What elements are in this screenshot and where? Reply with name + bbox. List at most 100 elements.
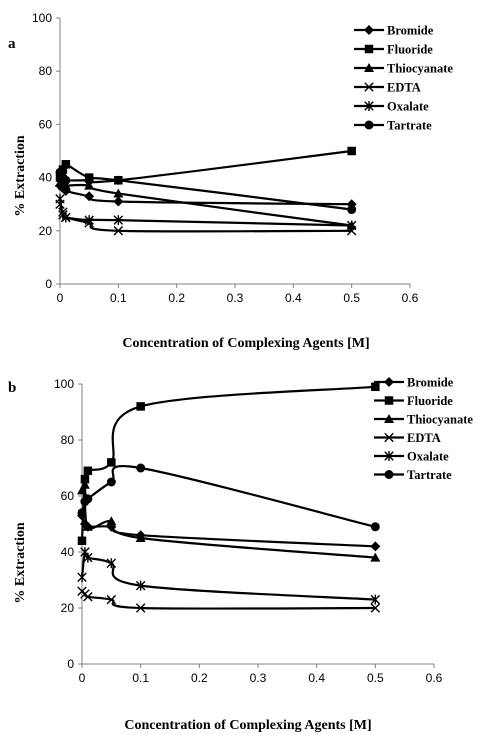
series-line-bromide-b xyxy=(80,515,376,548)
x-tick-label-b: 0.5 xyxy=(367,671,384,685)
panel-label-b: b xyxy=(8,380,16,396)
data-point-oxalate-a xyxy=(61,212,71,223)
x-tick-label-a: 0.5 xyxy=(343,291,360,305)
series-tartrate-b xyxy=(77,463,380,532)
legend-marker-thiocyanate-a xyxy=(364,63,374,72)
data-point-edta-b xyxy=(83,592,93,602)
series-line-edta-b xyxy=(81,590,376,610)
data-point-bromide-b xyxy=(370,541,381,552)
series-tartrate-a xyxy=(55,167,357,215)
data-point-edta-b xyxy=(106,594,117,605)
legend-label-bromide-b: Bromide xyxy=(407,376,454,390)
data-point-oxalate-a xyxy=(55,193,65,204)
y-tick-label-b: 20 xyxy=(61,601,75,615)
legend-label-tartrate-b: Tartrate xyxy=(407,468,452,482)
panel-label-a: a xyxy=(8,36,16,52)
legend-item-tartrate-b: Tartrate xyxy=(374,468,452,482)
plot-area-a: 0 20 40 60 80 100 0 0.1 0.2 0.3 0.4 0.5 0.6 xyxy=(32,11,419,305)
legend-item-bromide-b: Bromide xyxy=(374,376,454,390)
y-tick-label-b: 40 xyxy=(61,545,75,559)
series-fluoride-b xyxy=(77,382,380,546)
data-point-tartrate-a xyxy=(347,205,357,215)
legend-item-tartrate-a: Tartrate xyxy=(354,119,432,133)
series-line-tartrate-b xyxy=(80,464,376,528)
legend-item-thiocyanate-b: Thiocyanate xyxy=(374,413,473,427)
legend-item-thiocyanate-a: Thiocyanate xyxy=(354,62,453,76)
y-tick-label-b: 0 xyxy=(67,657,74,671)
data-point-fluoride-b xyxy=(83,466,93,476)
y-tick-label-a: 20 xyxy=(39,224,53,238)
legend-label-fluoride-b: Fluoride xyxy=(407,394,453,408)
data-point-oxalate-a xyxy=(84,215,94,226)
x-tick-label-b: 0.3 xyxy=(250,671,267,685)
data-point-thiocyanate-a xyxy=(84,180,95,190)
series-line-oxalate-b xyxy=(80,550,376,601)
y-tick-label-a: 40 xyxy=(39,171,53,185)
legend-marker-tartrate-b xyxy=(384,470,394,479)
data-point-fluoride-b xyxy=(107,458,116,467)
data-point-fluoride-a xyxy=(347,146,356,156)
data-point-thiocyanate-b xyxy=(82,521,93,531)
panel-b: b % Extraction Concentration of Complexi… xyxy=(8,376,473,734)
data-point-thiocyanate-b xyxy=(77,485,87,495)
y-axis-title-b: % Extraction xyxy=(13,522,28,603)
data-point-edta-a xyxy=(113,226,124,236)
data-point-thiocyanate-a xyxy=(60,180,71,190)
data-point-tartrate-a xyxy=(84,175,94,185)
y-axis-title-a: % Extraction xyxy=(13,135,28,216)
x-tick-label-a: 0.3 xyxy=(227,291,244,305)
series-line-edta-a xyxy=(58,203,352,233)
y-tick-label-b: 100 xyxy=(54,377,74,391)
series-edta-b xyxy=(77,586,381,613)
data-point-fluoride-b xyxy=(136,402,145,411)
data-point-oxalate-a xyxy=(346,220,357,231)
legend-marker-bromide-b xyxy=(384,377,394,387)
data-point-bromide-a xyxy=(84,191,95,202)
legend-label-edta-a: EDTA xyxy=(387,81,421,95)
y-tick-label-a: 60 xyxy=(39,117,53,131)
data-point-thiocyanate-b xyxy=(370,552,381,562)
legend-label-edta-b: EDTA xyxy=(407,431,441,445)
data-point-fluoride-a xyxy=(61,160,71,169)
legend-marker-fluoride-b xyxy=(384,396,394,405)
legend-item-oxalate-a: Oxalate xyxy=(354,100,429,114)
data-point-edta-b xyxy=(370,603,381,613)
legend-item-bromide-a: Bromide xyxy=(354,24,434,38)
data-point-bromide-a xyxy=(113,196,124,207)
data-point-tartrate-b xyxy=(77,508,87,518)
legend-label-bromide-a: Bromide xyxy=(387,24,434,38)
legend-label-oxalate-a: Oxalate xyxy=(387,100,429,114)
legend-marker-tartrate-a xyxy=(364,120,374,130)
data-point-fluoride-b xyxy=(77,536,87,546)
y-tick-label-a: 0 xyxy=(45,277,52,291)
legend-label-tartrate-a: Tartrate xyxy=(387,119,432,133)
legend-item-fluoride-b: Fluoride xyxy=(374,394,453,408)
data-point-edta-b xyxy=(135,603,146,613)
x-tick-label-a: 0 xyxy=(57,291,64,305)
data-point-tartrate-a xyxy=(113,175,123,185)
data-point-oxalate-b xyxy=(77,572,87,583)
x-tick-label-b: 0.4 xyxy=(308,671,325,685)
data-point-oxalate-b xyxy=(83,552,93,563)
x-tick-label-b: 0.6 xyxy=(426,671,443,685)
legend-marker-oxalate-b xyxy=(384,451,394,461)
legend-marker-thiocyanate-b xyxy=(384,414,394,423)
data-point-tartrate-b xyxy=(83,494,93,504)
plot-area-b: 0 20 40 60 80 100 0 0.1 0.2 0.3 0.4 0.5 0.6 xyxy=(54,377,443,685)
data-point-oxalate-b xyxy=(135,580,146,591)
data-point-oxalate-a xyxy=(113,215,124,226)
legend-label-oxalate-b: Oxalate xyxy=(407,450,449,464)
data-point-thiocyanate-b xyxy=(79,479,90,489)
data-point-tartrate-b xyxy=(370,522,380,532)
data-point-tartrate-b xyxy=(136,463,146,473)
legend-marker-edta-a xyxy=(364,82,374,92)
legend-label-thiocyanate-a: Thiocyanate xyxy=(387,62,453,76)
legend-item-oxalate-b: Oxalate xyxy=(374,450,449,464)
series-line-thiocyanate-b xyxy=(80,481,376,559)
legend-item-fluoride-a: Fluoride xyxy=(354,43,433,57)
series-line-fluoride-b xyxy=(80,385,376,541)
series-line-bromide-a xyxy=(59,184,352,206)
legend-marker-bromide-a xyxy=(364,25,374,35)
y-tick-label-a: 100 xyxy=(32,11,52,25)
x-axis-title-a: Concentration of Complexing Agents [M] xyxy=(122,336,369,351)
